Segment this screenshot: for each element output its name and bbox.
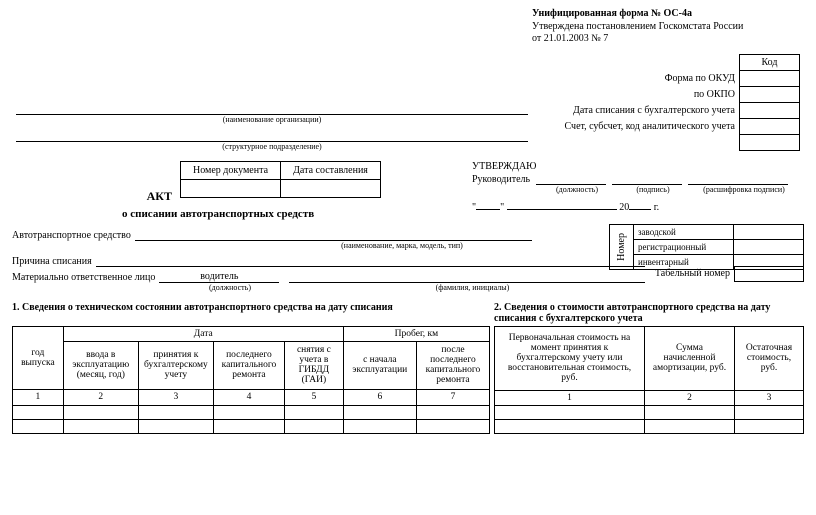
doc-date-label: Дата составления: [281, 161, 381, 179]
form-title: Унифицированная форма № ОС-4а: [532, 8, 804, 21]
t1-n1: 1: [13, 389, 64, 405]
table-row: [13, 419, 490, 433]
dept-hint: (структурное подразделение): [16, 142, 528, 151]
responsible-label: Материально ответственное лицо: [12, 272, 155, 283]
approve-title: УТВЕРЖДАЮ: [472, 161, 804, 172]
okpo-label: по ОКПО: [561, 86, 740, 102]
factory-label: заводской: [634, 224, 734, 239]
section1-title: 1. Сведения о техническом состоянии авто…: [12, 302, 490, 324]
form-header: Унифицированная форма № ОС-4а Утверждена…: [532, 8, 804, 46]
t1-col6: с начала эксплуатации: [343, 342, 416, 389]
pos-hint: (должность): [542, 185, 612, 194]
doc-num-value[interactable]: [181, 179, 281, 197]
t1-mileage-group: Пробег, км: [343, 326, 489, 342]
t1-n4: 4: [213, 389, 284, 405]
approved-by: Утверждена постановлением Госкомстата Ро…: [532, 21, 804, 34]
tabel-label: Табельный номер: [655, 268, 730, 279]
factory-value[interactable]: [734, 224, 804, 239]
t1-n2: 2: [63, 389, 138, 405]
t1-col3: принятия к бухгалтерскому учету: [138, 342, 213, 389]
okud-value[interactable]: [740, 70, 800, 86]
reason-value[interactable]: [96, 266, 645, 267]
vehicle-value[interactable]: [135, 240, 532, 241]
t1-col1: год выпуска: [13, 326, 64, 389]
vehicle-hint: (наименование, марка, модель, тип): [12, 241, 532, 250]
appr-day[interactable]: [476, 209, 500, 210]
writeoff-date-label: Дата списания с бухгалтерского учета: [561, 102, 740, 118]
akt-title: АКТ: [12, 189, 172, 204]
table-row: [495, 419, 804, 433]
t2-n2: 2: [645, 390, 735, 405]
t1-n5: 5: [284, 389, 343, 405]
reg-label: регистрационный: [634, 239, 734, 254]
t1-n6: 6: [343, 389, 416, 405]
extra-code-value[interactable]: [740, 134, 800, 150]
resp-pos-hint: (должность): [170, 283, 290, 292]
t2-col3: Остаточная стоимость, руб.: [735, 326, 804, 390]
responsible-pos[interactable]: водитель: [159, 271, 279, 283]
okpo-value[interactable]: [740, 86, 800, 102]
table-row: [495, 405, 804, 419]
okud-label: Форма по ОКУД: [561, 70, 740, 86]
year-prefix: 20: [619, 202, 629, 213]
kod-label: Код: [740, 54, 800, 70]
approved-date: от 21.01.2003 № 7: [532, 33, 804, 46]
t1-col5: снятия с учета в ГИБДД (ГАИ): [284, 342, 343, 389]
resp-fio-hint: (фамилия, инициалы): [300, 283, 645, 292]
reg-value[interactable]: [734, 239, 804, 254]
decode-hint: (расшифровка подписи): [694, 185, 794, 194]
reason-label: Причина списания: [12, 256, 92, 267]
doc-num-label: Номер документа: [181, 161, 281, 179]
account-label: Счет, субсчет, код аналитического учета: [561, 118, 740, 134]
org-hint: (наименование организации): [16, 115, 528, 124]
appr-year[interactable]: [629, 209, 651, 210]
manager-label: Руководитель: [472, 174, 530, 185]
sign-hint: (подпись): [618, 185, 688, 194]
t1-n7: 7: [416, 389, 489, 405]
account-value[interactable]: [740, 118, 800, 134]
writeoff-date-value[interactable]: [740, 102, 800, 118]
t2-col2: Сумма начисленной амортизации, руб.: [645, 326, 735, 390]
t1-col7: после последнего капитального ремонта: [416, 342, 489, 389]
t2-n3: 3: [735, 390, 804, 405]
t2-col1: Первоначальная стоимость на момент приня…: [495, 326, 645, 390]
t1-date-group: Дата: [63, 326, 343, 342]
table-row: [13, 405, 490, 419]
akt-subtitle: о списании автотранспортных средств: [122, 208, 442, 220]
table2: Первоначальная стоимость на момент приня…: [494, 326, 804, 434]
t1-col4: последнего капитального ремонта: [213, 342, 284, 389]
doc-date-value[interactable]: [281, 179, 381, 197]
tabel-value[interactable]: [734, 266, 804, 282]
appr-month[interactable]: [507, 209, 617, 210]
section2-title: 2. Сведения о стоимости автотранспортног…: [494, 302, 804, 324]
t2-n1: 1: [495, 390, 645, 405]
t1-col2: ввода в эксплуатацию (месяц, год): [63, 342, 138, 389]
table1: год выпуска Дата Пробег, км ввода в эксп…: [12, 326, 490, 434]
vehicle-label: Автотранспортное средство: [12, 230, 131, 241]
t1-n3: 3: [138, 389, 213, 405]
nomer-label: Номер: [614, 229, 629, 265]
year-g: г.: [654, 202, 659, 213]
